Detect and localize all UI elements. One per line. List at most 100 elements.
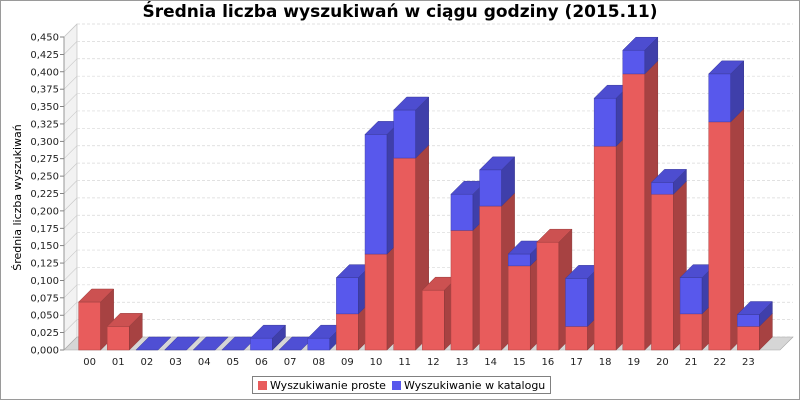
bar-simple-search: [479, 205, 502, 351]
bar-zero-top: [192, 336, 229, 351]
bar-zero-top: [135, 336, 172, 351]
x-tick-label: 06: [255, 357, 268, 368]
grid-side-line: [63, 145, 78, 159]
bar-catalog-search-top: [736, 301, 773, 315]
x-tick-label: 17: [570, 357, 583, 368]
y-tick-label: 0,250: [30, 172, 59, 183]
x-tick-label: 04: [198, 357, 211, 368]
y-tick-label: 0,125: [30, 259, 59, 270]
grid-side-line: [63, 128, 78, 142]
x-tick-label: 16: [542, 357, 555, 368]
grid-side-line: [63, 23, 78, 38]
x-tick-label: 05: [226, 357, 239, 368]
bar-catalog-search: [593, 97, 617, 147]
y-tick-label: 0,000: [30, 346, 59, 357]
y-tick-label: 0,300: [30, 137, 59, 148]
bar-catalog-search-top: [650, 169, 688, 183]
x-tick-label: 19: [627, 357, 640, 368]
bar-catalog-search: [393, 109, 416, 159]
y-tick-label: 0,100: [30, 276, 59, 287]
grid-side-line: [63, 75, 78, 90]
x-tick-label: 15: [513, 357, 526, 368]
bar-simple-search-top: [536, 228, 573, 243]
bar-catalog-search: [651, 182, 674, 195]
y-tick-label: 0,175: [30, 224, 59, 235]
bar-simple-search: [622, 73, 646, 351]
bar-catalog-search: [737, 314, 760, 327]
x-tick-label: 21: [685, 357, 698, 368]
bar-zero-top: [163, 336, 201, 351]
bar-catalog-search: [364, 134, 388, 255]
grid-side-line: [63, 284, 78, 299]
bar-catalog-search-top: [708, 60, 745, 75]
grid-side-line: [63, 249, 78, 264]
bar-simple-search: [651, 193, 674, 351]
legend-swatch-catalog-search: [391, 380, 401, 390]
y-tick-label: 0,275: [30, 154, 59, 165]
x-tick-label: 23: [742, 357, 755, 368]
bar-catalog-search: [479, 169, 502, 207]
x-tick-label: 07: [284, 357, 297, 368]
y-tick-label: 0,375: [30, 85, 59, 96]
x-tick-label: 11: [398, 357, 411, 368]
bar-catalog-search: [450, 193, 474, 231]
grid-side-line: [63, 197, 78, 212]
x-tick-label: 03: [169, 357, 182, 368]
x-tick-label: 20: [656, 357, 669, 368]
bar-simple-search: [679, 313, 703, 351]
bar-catalog-search: [622, 49, 646, 75]
y-tick-label: 0,325: [30, 119, 59, 130]
bar-simple-search: [565, 326, 588, 351]
legend-item-simple-search: Wyszukiwanie proste: [258, 379, 386, 392]
y-axis-label: Średnia liczba wyszukiwań: [11, 124, 24, 271]
y-tick-label: 0,200: [30, 206, 59, 217]
legend-label-simple-search: Wyszukiwanie proste: [270, 378, 386, 392]
bar-catalog-search-top: [393, 96, 430, 111]
bar-simple-search: [708, 121, 731, 351]
grid-side-line: [63, 232, 78, 246]
grid-side-line: [63, 162, 78, 177]
x-tick-label: 00: [83, 357, 96, 368]
bar-simple-search: [507, 265, 531, 351]
x-tick-label: 02: [141, 357, 154, 368]
grid-side-line: [63, 215, 78, 229]
x-tick-label: 18: [599, 357, 612, 368]
bar-catalog-search: [565, 278, 588, 327]
bar-catalog-search: [307, 337, 331, 351]
x-tick-label: 14: [484, 357, 497, 368]
grid-side-line: [63, 267, 78, 281]
x-tick-label: 10: [370, 357, 383, 368]
y-tick-label: 0,075: [30, 293, 59, 304]
legend-swatch-simple-search: [258, 380, 267, 390]
y-tick-label: 0,450: [30, 33, 59, 44]
bar-catalog-search: [708, 73, 731, 123]
grid-side-line: [63, 93, 78, 107]
bar-catalog-search: [336, 277, 359, 315]
legend: Wyszukiwanie proste Wyszukiwanie w katal…: [252, 376, 552, 394]
bar-simple-search: [393, 157, 416, 351]
x-tick-label: 09: [341, 357, 354, 368]
bar-catalog-search-top: [249, 324, 287, 339]
bar-simple-search: [336, 313, 359, 351]
grid-side-line: [63, 58, 78, 72]
bar-simple-search: [536, 241, 560, 351]
y-tick-label: 0,400: [30, 67, 59, 78]
legend-item-catalog-search: Wyszukiwanie w katalogu: [391, 378, 546, 392]
x-tick-label: 13: [456, 357, 469, 368]
x-tick-label: 08: [312, 357, 325, 368]
y-tick-label: 0,350: [30, 102, 59, 113]
bar-catalog-search: [250, 337, 273, 351]
bar-simple-search: [107, 326, 130, 351]
bar-simple-search-top: [78, 288, 115, 303]
bar-catalog-search: [679, 277, 703, 315]
bar-simple-search: [364, 253, 388, 351]
bar-simple-search: [593, 145, 617, 351]
bar-simple-search: [450, 230, 474, 351]
y-tick-label: 0,425: [30, 50, 59, 61]
x-tick-label: 12: [427, 357, 440, 368]
grid-side-line: [63, 319, 78, 333]
y-tick-label: 0,150: [30, 241, 59, 252]
bar-simple-search: [422, 289, 445, 351]
legend-label-catalog-search: Wyszukiwanie w katalogu: [403, 378, 546, 392]
